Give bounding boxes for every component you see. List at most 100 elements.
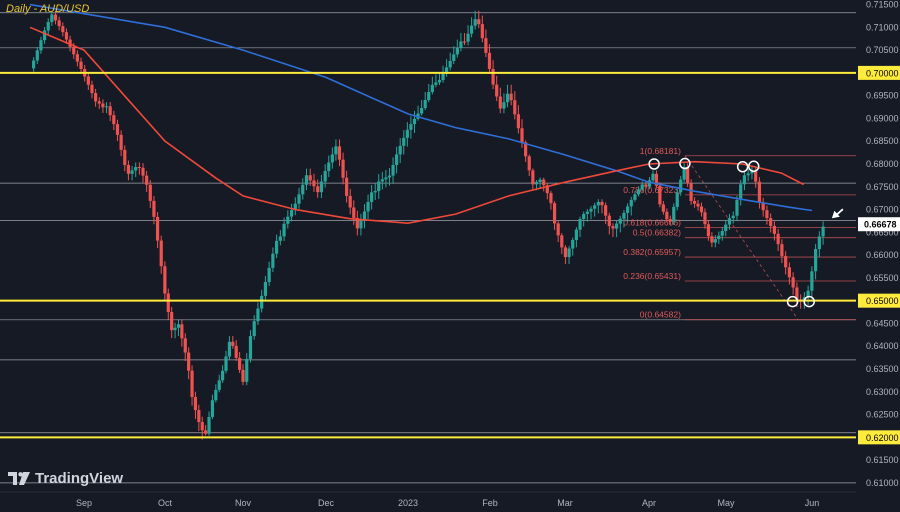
candle-body: [130, 170, 134, 174]
candle-body: [765, 210, 769, 219]
candle-body: [780, 244, 784, 257]
candle-body: [141, 167, 145, 176]
circle-marker: [803, 295, 815, 308]
candle-body: [720, 231, 724, 236]
candle-body: [675, 192, 679, 207]
candle-body: [739, 184, 743, 201]
price-tick-label: 0.63000: [866, 387, 899, 397]
candle-body: [679, 179, 683, 193]
candle-body: [134, 167, 138, 171]
candle-body: [341, 159, 345, 178]
key-level-tag: [858, 293, 900, 308]
candle-body: [724, 224, 728, 232]
candle-body: [391, 165, 395, 176]
candle-body: [647, 180, 652, 187]
candle-body: [42, 30, 47, 41]
candle-body: [180, 324, 184, 339]
price-tick-label: 0.68000: [866, 159, 899, 169]
price-tick-label: 0.71000: [866, 22, 899, 32]
candle-body: [696, 203, 700, 207]
key-level-tag-label: 0.65000: [866, 296, 899, 306]
candle-body: [441, 73, 445, 81]
candle-body: [200, 422, 204, 431]
candle-body: [345, 177, 349, 196]
candle-body: [217, 380, 221, 390]
candle-body: [46, 21, 50, 31]
candle-body: [578, 219, 582, 230]
candle-body: [531, 170, 535, 185]
candle-body: [263, 282, 268, 296]
candle-body: [477, 19, 481, 25]
candle-body: [163, 266, 167, 294]
candle-body: [596, 201, 600, 206]
price-tick-label: 0.67500: [866, 182, 899, 192]
price-axis[interactable]: 0.71500 0.71000 0.70500 0.69500 0.69000 0.685…: [858, 0, 900, 488]
candle-body: [495, 84, 499, 97]
candle-body: [727, 218, 732, 225]
candle-body: [534, 181, 539, 185]
circle-marker: [736, 160, 749, 173]
tradingview-wordmark: TradingView: [35, 470, 124, 487]
price-tick-label: 0.69500: [866, 91, 899, 101]
candle-body: [520, 128, 524, 143]
candle-body: [57, 20, 61, 27]
candle-body: [658, 185, 662, 205]
candle-body: [260, 295, 264, 309]
candle-body: [61, 26, 65, 33]
candle-body: [516, 114, 520, 129]
candle-body: [423, 99, 427, 109]
price-tick-label: 0.69000: [866, 113, 899, 123]
candle-body: [293, 203, 297, 211]
candle-body: [607, 215, 611, 227]
time-tick-label: Mar: [557, 498, 573, 508]
candle-body: [286, 216, 290, 224]
candle-body: [817, 236, 821, 250]
candle-body: [527, 156, 531, 171]
key-levels[interactable]: [0, 71, 856, 439]
candle-body: [337, 146, 342, 160]
candle-body: [32, 60, 36, 69]
time-tick-label: Oct: [158, 498, 173, 508]
candle-body: [448, 60, 452, 68]
candle-body: [538, 179, 542, 182]
candle-body: [173, 327, 177, 331]
circle-marker: [679, 157, 691, 170]
candle-body: [699, 206, 704, 213]
candle-body: [101, 103, 105, 108]
candle-body: [622, 212, 626, 219]
candle-body: [53, 14, 58, 21]
candle-body: [459, 41, 463, 48]
candle-body: [437, 80, 442, 83]
candle-body: [810, 271, 814, 291]
candle-body: [668, 219, 672, 222]
sma-slow-line: [29, 3, 813, 212]
time-tick-label: Apr: [642, 498, 656, 508]
candle-body: [256, 308, 260, 322]
time-axis[interactable]: Sep Oct Nov Dec 2023 Feb Mar Apr May Jun: [76, 498, 819, 508]
candle-body: [304, 175, 309, 185]
candle-body: [754, 171, 758, 182]
candle-body: [319, 181, 324, 193]
arrow-annotation: [831, 208, 844, 219]
candlesticks: [32, 10, 825, 440]
candle-body: [625, 206, 630, 213]
candle-body: [545, 185, 549, 194]
candle-body: [68, 39, 72, 47]
candle-body: [629, 199, 633, 207]
fib-level-label: 0.382(0.65957): [623, 247, 681, 257]
candle-body: [278, 236, 282, 241]
candle-body: [480, 24, 484, 39]
candle-body: [190, 370, 194, 397]
time-tick-label: Jun: [805, 498, 820, 508]
candle-body: [487, 52, 492, 69]
candle-body: [563, 247, 568, 258]
candle-body: [214, 389, 218, 401]
candle-body: [593, 205, 597, 209]
candle-body: [636, 189, 641, 195]
candle-body: [654, 173, 659, 186]
candle-body: [640, 184, 644, 190]
key-level-tag-label: 0.70000: [866, 68, 899, 78]
candle-body: [234, 345, 238, 358]
circle-marker: [648, 158, 660, 170]
